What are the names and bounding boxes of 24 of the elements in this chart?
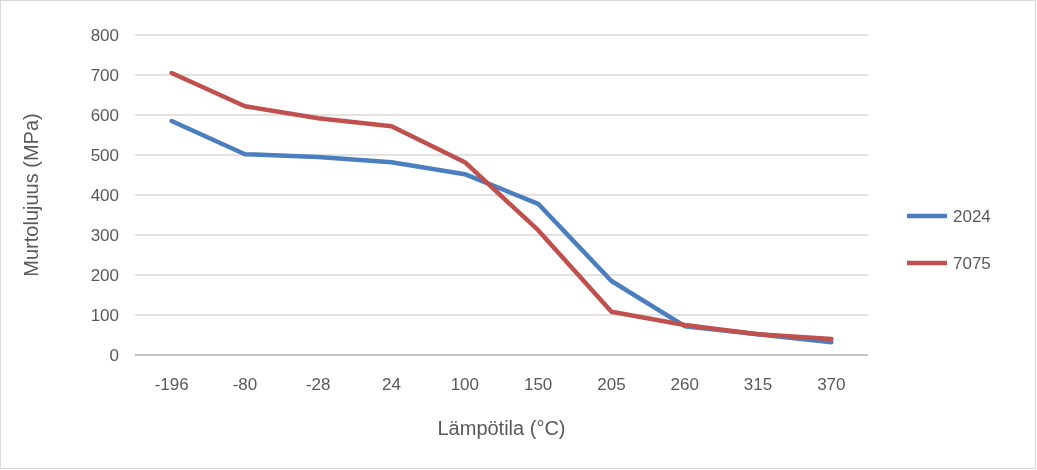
y-tick-label: 500 (90, 145, 119, 165)
y-axis-title: Murtolujuus (MPa) (20, 113, 42, 277)
y-tick-label: 600 (90, 105, 119, 125)
x-tick-label: 150 (523, 375, 553, 394)
y-tick-label: 300 (90, 225, 119, 245)
x-tick-label: 315 (743, 375, 773, 394)
x-tick-label: -196 (154, 375, 189, 394)
line-series (169, 70, 834, 342)
legend-label: 7075 (953, 253, 991, 273)
y-tick-label: 0 (109, 345, 119, 365)
y-tick-label: 100 (90, 305, 119, 325)
y-tick-label: 200 (90, 265, 119, 285)
x-tick-label: -28 (305, 375, 331, 394)
y-tick-label: 800 (90, 25, 119, 45)
x-tick-label: 205 (597, 375, 626, 394)
y-tick-label: 400 (90, 185, 119, 205)
legend-label: 2024 (953, 206, 991, 226)
x-tick-label: -80 (232, 375, 258, 394)
x-axis-title: Lämpötila (°C) (437, 417, 566, 439)
y-tick-label: 700 (90, 65, 119, 85)
x-tick-label: 370 (817, 375, 846, 394)
x-tick-label: 24 (382, 375, 402, 394)
x-tick-label: 100 (450, 375, 480, 394)
x-tick-label: 260 (670, 375, 699, 394)
